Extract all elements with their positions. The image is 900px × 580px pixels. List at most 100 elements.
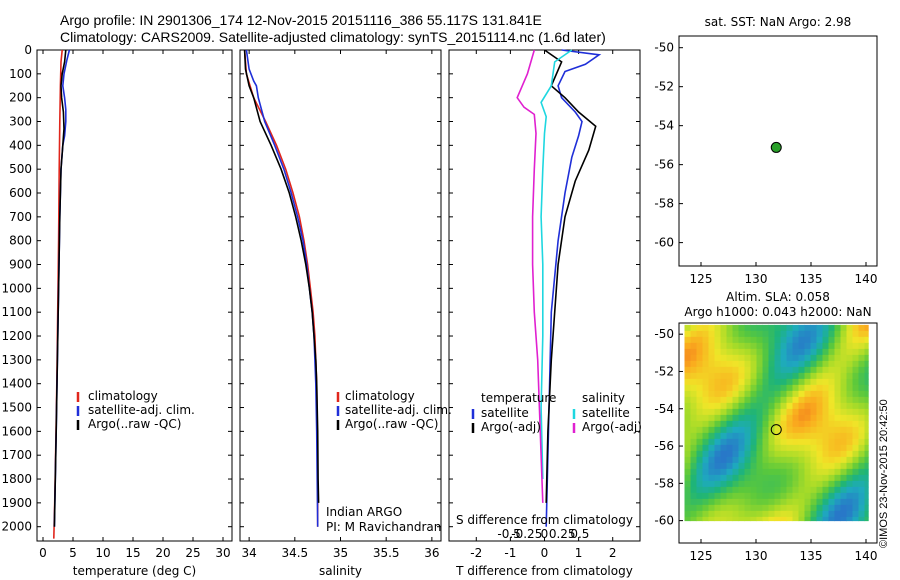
sla-heatmap-cell bbox=[846, 462, 853, 470]
sla-heatmap-cell bbox=[738, 324, 745, 332]
legend-title-salinity: salinity bbox=[582, 391, 625, 405]
temperature-series-line bbox=[53, 49, 71, 527]
sla-heatmap-cell bbox=[696, 378, 703, 386]
sla-heatmap-cell bbox=[810, 426, 817, 434]
sla-heatmap-cell bbox=[720, 510, 727, 518]
difference-xtick2-label: 0.25 bbox=[549, 527, 576, 541]
sla-heatmap-cell bbox=[858, 450, 865, 458]
sla-heatmap-cell bbox=[804, 354, 811, 362]
sla-heatmap-cell bbox=[714, 360, 721, 368]
sla-heatmap-cell bbox=[834, 402, 841, 410]
sla-heatmap-cell bbox=[768, 366, 775, 374]
sla-heatmap-cell bbox=[840, 402, 847, 410]
sla-heatmap-cell bbox=[780, 480, 787, 488]
sla-heatmap-cell bbox=[774, 468, 781, 476]
sla-heatmap-cell bbox=[750, 408, 757, 416]
sla-heatmap-cell bbox=[768, 420, 775, 428]
sla-heatmap-cell bbox=[684, 378, 691, 386]
sla-heatmap-cell bbox=[798, 324, 805, 332]
sla-heatmap-cell bbox=[858, 348, 865, 356]
sla-heatmap-cell bbox=[852, 336, 859, 344]
sla-heatmap-cell bbox=[738, 384, 745, 392]
sla-heatmap-cell bbox=[720, 354, 727, 362]
sla-heatmap-cell bbox=[786, 360, 793, 368]
sla-heatmap-cell bbox=[684, 468, 691, 476]
sla-heatmap-cell bbox=[762, 438, 769, 446]
sla-heatmap-cell bbox=[816, 426, 823, 434]
sla-heatmap-cell bbox=[864, 420, 869, 428]
sla-heatmap-cell bbox=[684, 360, 691, 368]
sla-heatmap-cell bbox=[714, 462, 721, 470]
sla-heatmap-cell bbox=[798, 360, 805, 368]
sla-heatmap-cell bbox=[768, 510, 775, 518]
sla-heatmap-cell bbox=[792, 384, 799, 392]
sla-heatmap-cell bbox=[690, 390, 697, 398]
plot-title-line-2: Climatology: CARS2009. Satellite-adjuste… bbox=[60, 29, 606, 45]
sla-heatmap-cell bbox=[798, 378, 805, 386]
sla-heatmap-cell bbox=[738, 486, 745, 494]
sla-heatmap-cell bbox=[828, 378, 835, 386]
sla-heatmap-cell bbox=[822, 390, 829, 398]
sla-heatmap-cell bbox=[816, 468, 823, 476]
sla-heatmap-cell bbox=[792, 492, 799, 500]
sla-heatmap-cell bbox=[792, 342, 799, 350]
difference-xtick2-label: 0 bbox=[541, 527, 549, 541]
sla-heatmap-cell bbox=[810, 390, 817, 398]
sla-heatmap-cell bbox=[684, 408, 691, 416]
sla-heatmap-cell bbox=[786, 390, 793, 398]
sla-heatmap-cell bbox=[702, 372, 709, 380]
sla-heatmap-cell bbox=[828, 324, 835, 332]
sla-heatmap-cell bbox=[792, 480, 799, 488]
sla-heatmap-cell bbox=[714, 354, 721, 362]
sla-heatmap-cell bbox=[798, 504, 805, 512]
sla-heatmap-cell bbox=[720, 384, 727, 392]
sla-heatmap-cell bbox=[702, 516, 709, 522]
salinity-series-line bbox=[243, 49, 319, 527]
sla-heatmap-cell bbox=[708, 474, 715, 482]
sla-heatmap-cell bbox=[774, 348, 781, 356]
sla-heatmap-cell bbox=[780, 468, 787, 476]
sla-heatmap-cell bbox=[732, 384, 739, 392]
sla-heatmap-cell bbox=[762, 360, 769, 368]
sla-heatmap-cell bbox=[816, 480, 823, 488]
sla-heatmap-cell bbox=[720, 444, 727, 452]
sla-heatmap-cell bbox=[852, 468, 859, 476]
legend-label: satellite bbox=[582, 406, 630, 420]
sla-heatmap-cell bbox=[756, 468, 763, 476]
sla-heatmap-cell bbox=[786, 456, 793, 464]
sla-heatmap-cell bbox=[864, 504, 869, 512]
sla-heatmap-cell bbox=[720, 456, 727, 464]
sla-heatmap-cell bbox=[834, 498, 841, 506]
sla-heatmap-cell bbox=[720, 342, 727, 350]
difference-xtick-label: -2 bbox=[470, 546, 482, 560]
temperature-ytick-label: 500 bbox=[9, 162, 32, 176]
sla-heatmap-cell bbox=[774, 414, 781, 422]
sla-heatmap-cell bbox=[828, 390, 835, 398]
sla-heatmap-cell bbox=[744, 402, 751, 410]
sla-heatmap-cell bbox=[762, 474, 769, 482]
sla-heatmap-cell bbox=[708, 348, 715, 356]
sla-heatmap-cell bbox=[726, 354, 733, 362]
sla-heatmap-cell bbox=[708, 426, 715, 434]
sla-heatmap-cell bbox=[780, 372, 787, 380]
sla-heatmap-cell bbox=[696, 348, 703, 356]
sla-heatmap-cell bbox=[738, 342, 745, 350]
sla-heatmap-cell bbox=[732, 444, 739, 452]
sla-heatmap-cell bbox=[786, 414, 793, 422]
sla-heatmap-cell bbox=[858, 456, 865, 464]
sla-heatmap-cell bbox=[696, 504, 703, 512]
sla-heatmap-cell bbox=[738, 456, 745, 464]
sla-heatmap-cell bbox=[858, 432, 865, 440]
sla-heatmap-cell bbox=[732, 486, 739, 494]
temperature-ytick-label: 1200 bbox=[1, 329, 32, 343]
sla-heatmap-cell bbox=[684, 516, 691, 522]
sla-heatmap-cell bbox=[780, 426, 787, 434]
sla-heatmap-cell bbox=[846, 486, 853, 494]
sla-heatmap-cell bbox=[708, 408, 715, 416]
difference-series-line bbox=[540, 49, 573, 480]
sla-heatmap-cell bbox=[696, 468, 703, 476]
sla-heatmap-cell bbox=[744, 456, 751, 464]
sla-heatmap-cell bbox=[690, 342, 697, 350]
sla-heatmap-cell bbox=[738, 426, 745, 434]
sla-heatmap-cell bbox=[774, 474, 781, 482]
